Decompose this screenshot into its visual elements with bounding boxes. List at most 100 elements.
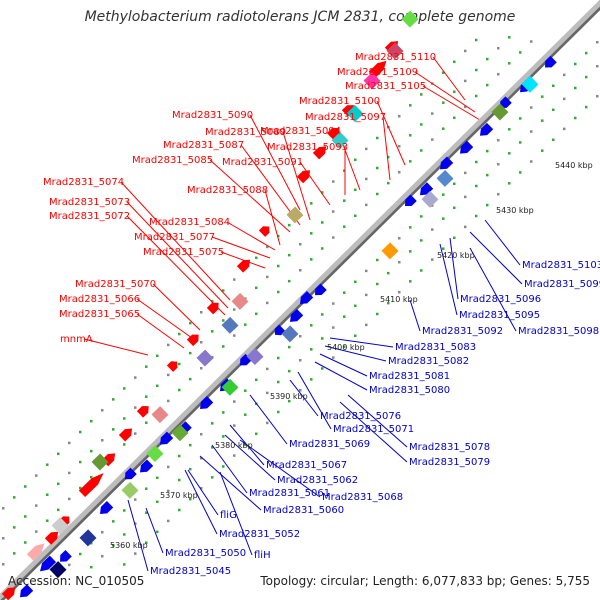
reverse-gene-label: Mrad2831_5099 <box>524 279 600 290</box>
tick-dot <box>178 362 181 366</box>
tick-dot <box>277 356 280 360</box>
reverse-gene-arrow <box>315 283 327 296</box>
tick-dot <box>288 345 291 349</box>
tick-dot <box>574 62 577 66</box>
tick-dot <box>101 531 104 534</box>
reverse-gene-label: Mrad2831_5081 <box>369 371 450 382</box>
tick-dot <box>398 236 401 240</box>
reverse-gene-arrow <box>500 96 512 108</box>
reverse-gene-label: fliH <box>254 550 271 561</box>
tick-dot <box>266 301 269 305</box>
tick-dot <box>530 40 533 43</box>
tick-dot <box>519 51 522 54</box>
tick-dot <box>453 90 456 94</box>
tick-dot <box>453 182 456 186</box>
tick-dot <box>398 290 401 294</box>
tick-dot <box>354 158 357 162</box>
forward-gene-arrow <box>44 531 59 545</box>
tick-dot <box>343 169 346 172</box>
reverse-gene-arrow <box>274 324 286 336</box>
tick-dot <box>145 541 148 544</box>
tick-dot <box>398 170 401 174</box>
forward-gene-label: Mrad2831_5105 <box>345 81 426 92</box>
tick-dot <box>266 245 269 249</box>
tick-dot <box>222 345 225 348</box>
tick-dot <box>68 563 71 567</box>
tick-dot <box>486 83 489 87</box>
tick-dot <box>156 384 159 388</box>
forward-gene-arrow <box>166 361 178 372</box>
tick-dot <box>332 210 335 213</box>
leader-line <box>297 371 332 430</box>
forward-gene-arrow <box>136 406 149 418</box>
reverse-gene-label: fliG <box>220 510 237 521</box>
forward-gene-label: Mrad2831_5072 <box>49 211 130 222</box>
tick-dot <box>189 443 192 447</box>
tick-dot <box>134 376 137 379</box>
tick-dot <box>167 465 170 469</box>
forward-gene-arrow <box>1 587 16 600</box>
reverse-gene-arrow <box>125 467 137 480</box>
reverse-gene-label: Mrad2831_5068 <box>322 492 403 503</box>
reverse-gene-label: Mrad2831_5071 <box>333 424 414 435</box>
tick-dot <box>189 321 192 325</box>
tick-dot <box>222 465 225 468</box>
tick-dot <box>255 432 258 436</box>
leader-line <box>226 221 276 251</box>
leader-line <box>224 434 276 481</box>
tick-dot <box>365 147 368 151</box>
scale-label: 5400 kbp <box>327 343 365 352</box>
tick-dot <box>266 367 269 371</box>
forward-gene-arrow <box>118 428 133 442</box>
leader-line <box>376 100 406 166</box>
tick-dot <box>365 323 368 327</box>
tick-dot <box>167 399 170 403</box>
tick-dot <box>277 380 280 384</box>
gene-box <box>196 349 214 367</box>
tick-dot <box>387 301 390 305</box>
tick-dot <box>464 171 467 175</box>
tick-dot <box>475 94 478 98</box>
tick-dot <box>200 487 203 490</box>
tick-dot <box>299 358 302 362</box>
tick-dot <box>299 242 302 246</box>
tick-dot <box>145 421 148 424</box>
forward-gene-label: Mrad2831_5093 <box>267 142 348 153</box>
tick-dot <box>90 475 93 479</box>
tick-dot <box>156 530 159 534</box>
tick-dot <box>167 373 170 377</box>
reverse-gene-arrow <box>460 140 474 154</box>
tick-dot <box>552 108 555 112</box>
tick-dot <box>321 191 324 194</box>
tick-dot <box>508 182 511 185</box>
reverse-gene-label: Mrad2831_5096 <box>460 294 541 305</box>
tick-dot <box>376 192 379 196</box>
tick-dot <box>222 289 225 292</box>
tick-dot <box>222 411 225 414</box>
tick-dot <box>2 507 5 510</box>
leader-line <box>126 215 226 316</box>
forward-gene-label: Mrad2831_5075 <box>143 247 224 258</box>
forward-gene-arrow <box>312 146 327 160</box>
forward-gene-arrow <box>26 543 45 561</box>
topology-text: Topology: circular; Length: 6,077,833 bp… <box>260 574 590 588</box>
forward-gene-arrow <box>78 472 104 498</box>
tick-dot <box>431 112 434 115</box>
tick-dot <box>585 51 588 55</box>
tick-dot <box>398 114 401 118</box>
tick-dot <box>112 428 115 431</box>
tick-dot <box>497 46 500 50</box>
gene-box <box>346 105 364 123</box>
gene-box <box>49 561 67 579</box>
gene-box <box>79 529 97 547</box>
tick-dot <box>343 225 346 228</box>
tick-dot <box>200 433 203 436</box>
tick-dot <box>233 308 236 311</box>
scale-label: 5440 kbp <box>555 161 593 170</box>
tick-dot <box>288 279 291 283</box>
tick-dot <box>200 367 203 370</box>
leader-line <box>211 444 248 494</box>
leader-line <box>152 283 201 331</box>
gene-box <box>286 206 304 224</box>
